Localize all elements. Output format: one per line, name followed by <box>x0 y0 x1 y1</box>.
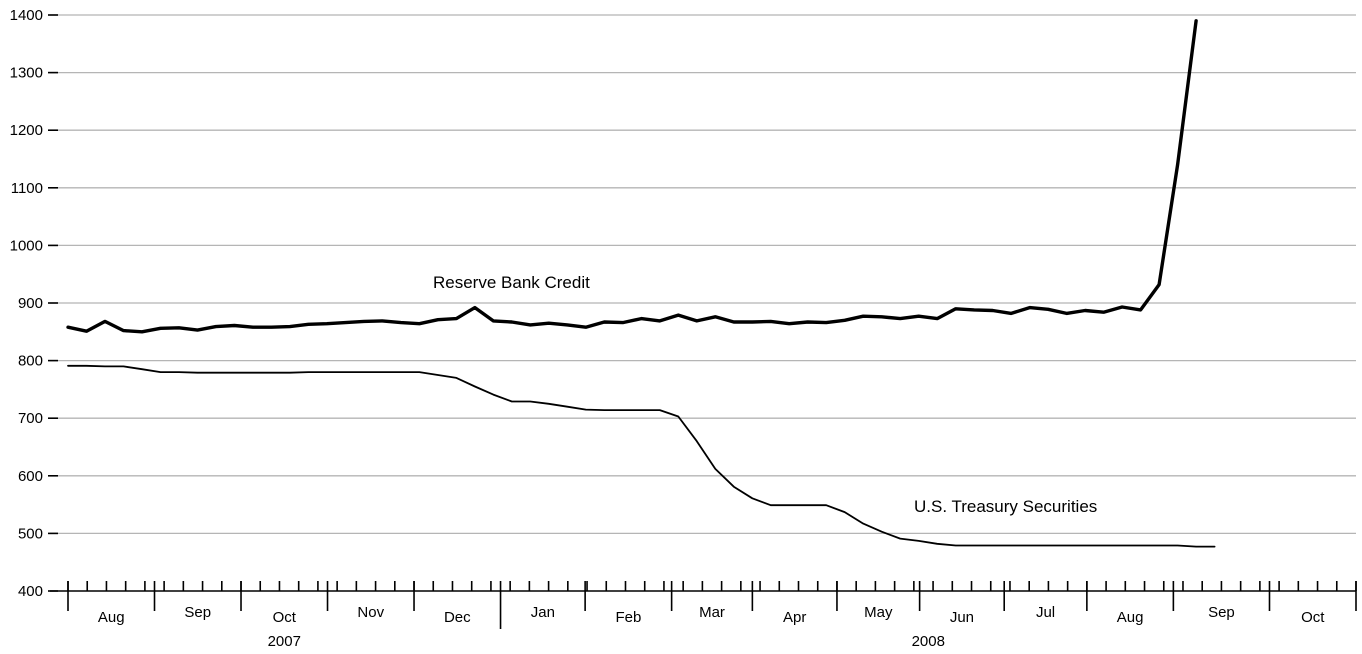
grid-layer <box>50 14 1356 535</box>
x-month-label: Nov <box>357 604 384 621</box>
x-month-label: Jan <box>531 604 555 621</box>
x-month-label: Oct <box>1301 609 1325 626</box>
x-month-label: Aug <box>1117 609 1144 626</box>
x-month-label: Dec <box>444 609 471 626</box>
x-month-label: Jul <box>1036 604 1055 621</box>
series-line-reserve-bank-credit <box>66 19 1198 334</box>
x-month-label: Jun <box>950 609 974 626</box>
y-tick-label-600: 600 <box>18 468 43 485</box>
y-axis: 400 500 600 700 800 900 1000 1100 1200 1300 1400 <box>10 7 58 600</box>
x-month-label: Oct <box>273 609 297 626</box>
y-tick-label-1200: 1200 <box>10 122 43 139</box>
y-tick-label-400: 400 <box>18 583 43 600</box>
x-year-label-2007: 2007 <box>268 633 301 650</box>
y-tick-label-500: 500 <box>18 525 43 542</box>
x-month-label: Sep <box>1208 604 1235 621</box>
x-year-label-2008: 2008 <box>912 633 945 650</box>
x-month-label: Mar <box>699 604 725 621</box>
y-tick-label-1400: 1400 <box>10 7 43 24</box>
x-month-label: Aug <box>98 609 125 626</box>
x-month-label: Apr <box>783 609 806 626</box>
y-tick-label-1300: 1300 <box>10 65 43 82</box>
series-line-u-s-treasury-securities <box>67 364 1216 548</box>
y-tick-label-900: 900 <box>18 295 43 312</box>
series-label-reserve-bank-credit: Reserve Bank Credit <box>433 273 590 292</box>
x-axis: Aug Sep Oct Nov Dec Jan Feb Mar Apr May Jun Jul Aug S… <box>50 581 1357 650</box>
series-label-us-treasury-securities: U.S. Treasury Securities <box>914 497 1097 516</box>
x-month-label: May <box>864 604 893 621</box>
y-tick-label-1100: 1100 <box>11 180 43 197</box>
series-labels: Reserve Bank Credit U.S. Treasury Securi… <box>433 273 1097 516</box>
x-month-label: Feb <box>615 609 641 626</box>
y-tick-label-700: 700 <box>18 410 43 427</box>
y-tick-label-1000: 1000 <box>10 237 43 254</box>
y-tick-label-800: 800 <box>18 353 43 370</box>
series-layer <box>66 19 1216 548</box>
x-month-label: Sep <box>184 604 211 621</box>
